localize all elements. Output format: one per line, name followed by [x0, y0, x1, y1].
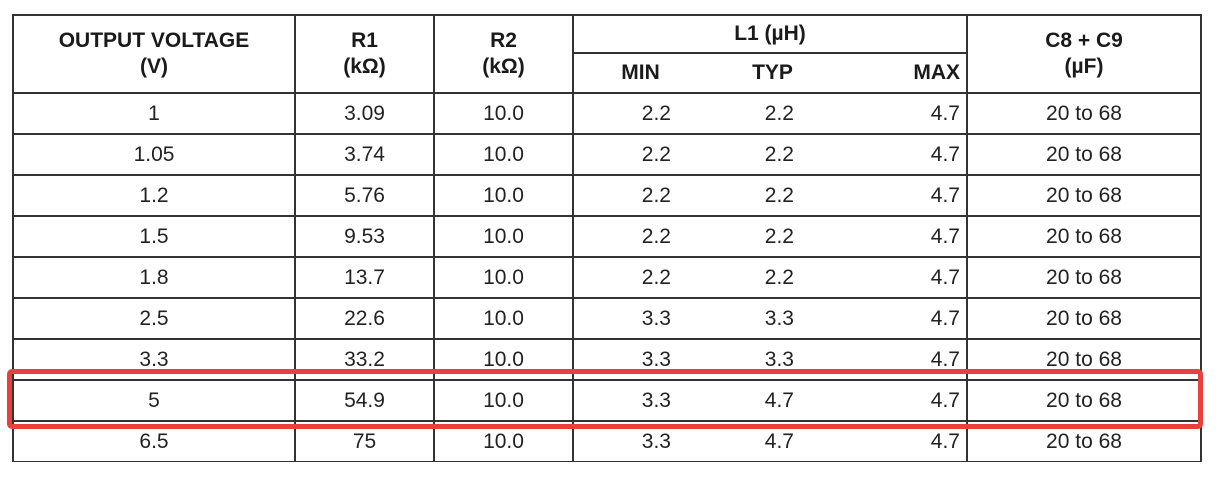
r2-cell: 10.0	[433, 297, 574, 340]
c8-c9-cell: 20 to 68	[966, 133, 1202, 176]
r2-label: R2	[490, 29, 517, 52]
r2-cell: 10.0	[433, 215, 574, 258]
l1-max-cell: 4.7	[838, 297, 968, 340]
r1-cell: 3.09	[294, 92, 435, 135]
l1-max-cell: 4.7	[838, 256, 968, 299]
c8-c9-cell: 20 to 68	[966, 92, 1202, 135]
c8-c9-cell: 20 to 68	[966, 297, 1202, 340]
l1-min-cell: 2.2	[572, 133, 707, 176]
l1-min-cell: 2.2	[572, 174, 707, 217]
l1-max-cell: 4.7	[838, 215, 968, 258]
output-voltage-cell: 1.2	[12, 174, 296, 217]
output-voltage-header: OUTPUT VOLTAGE (V)	[12, 14, 296, 94]
r1-cell: 5.76	[294, 174, 435, 217]
table-row: 2.5 22.6 10.0 3.3 3.3 4.7 20 to 68	[12, 297, 1202, 340]
table-row: 5 54.9 10.0 3.3 4.7 4.7 20 to 68	[12, 379, 1202, 422]
r2-cell: 10.0	[433, 174, 574, 217]
output-voltage-label: OUTPUT VOLTAGE	[58, 29, 250, 52]
output-voltage-cell: 1.8	[12, 256, 296, 299]
table-row: 1.2 5.76 10.0 2.2 2.2 4.7 20 to 68	[12, 174, 1202, 217]
l1-typ-cell: 2.2	[707, 174, 838, 217]
r1-cell: 9.53	[294, 215, 435, 258]
c8-c9-cell: 20 to 68	[966, 174, 1202, 217]
table-header: OUTPUT VOLTAGE (V) R1 (kΩ) R2 (kΩ) L1 (µ…	[12, 14, 1202, 94]
l1-max-cell: 4.7	[838, 92, 968, 135]
output-voltage-unit: (V)	[140, 55, 168, 78]
r2-cell: 10.0	[433, 92, 574, 135]
c8-c9-cell: 20 to 68	[966, 379, 1202, 422]
c8-c9-header: C8 + C9 (µF)	[966, 14, 1202, 94]
r1-label: R1	[351, 29, 378, 52]
r1-unit: (kΩ)	[343, 55, 386, 78]
l1-max-cell: 4.7	[838, 174, 968, 217]
r2-cell: 10.0	[433, 256, 574, 299]
r2-cell: 10.0	[433, 133, 574, 176]
l1-typ-cell: 2.2	[707, 133, 838, 176]
r2-header: R2 (kΩ)	[433, 14, 574, 94]
l1-min-cell: 2.2	[572, 92, 707, 135]
l1-header: L1 (µH)	[572, 14, 968, 54]
output-voltage-cell: 1	[12, 92, 296, 135]
component-selection-table: OUTPUT VOLTAGE (V) R1 (kΩ) R2 (kΩ) L1 (µ…	[12, 14, 1202, 463]
r1-cell: 3.74	[294, 133, 435, 176]
r1-cell: 22.6	[294, 297, 435, 340]
l1-typ-cell: 3.3	[707, 297, 838, 340]
r1-cell: 13.7	[294, 256, 435, 299]
cropped-bottom-edge	[0, 462, 1222, 488]
r1-header: R1 (kΩ)	[294, 14, 435, 94]
c8-c9-cell: 20 to 68	[966, 215, 1202, 258]
l1-max-header: MAX	[838, 52, 968, 94]
table-row: 1.8 13.7 10.0 2.2 2.2 4.7 20 to 68	[12, 256, 1202, 299]
output-voltage-cell: 1.05	[12, 133, 296, 176]
table-row: 1.05 3.74 10.0 2.2 2.2 4.7 20 to 68	[12, 133, 1202, 176]
c8-c9-cell: 20 to 68	[966, 256, 1202, 299]
output-voltage-cell: 5	[12, 379, 296, 422]
cropped-top-edge	[0, 0, 1222, 14]
l1-min-cell: 2.2	[572, 215, 707, 258]
l1-min-cell: 3.3	[572, 379, 707, 422]
highlight-box	[7, 369, 1203, 429]
l1-min-cell: 3.3	[572, 297, 707, 340]
l1-max-cell: 4.7	[838, 133, 968, 176]
r2-cell: 10.0	[433, 379, 574, 422]
table-row: 1.5 9.53 10.0 2.2 2.2 4.7 20 to 68	[12, 215, 1202, 258]
r1-cell: 54.9	[294, 379, 435, 422]
l1-min-cell: 2.2	[572, 256, 707, 299]
c8-c9-label: C8 + C9	[1045, 29, 1123, 52]
l1-typ-cell: 2.2	[707, 256, 838, 299]
header-row-top: OUTPUT VOLTAGE (V) R1 (kΩ) R2 (kΩ) L1 (µ…	[12, 14, 1202, 94]
l1-min-header: MIN	[572, 52, 707, 94]
l1-typ-cell: 2.2	[707, 92, 838, 135]
table-row: 1 3.09 10.0 2.2 2.2 4.7 20 to 68	[12, 92, 1202, 135]
r2-unit: (kΩ)	[482, 55, 525, 78]
l1-max-cell: 4.7	[838, 379, 968, 422]
l1-typ-header: TYP	[707, 52, 838, 94]
output-voltage-cell: 1.5	[12, 215, 296, 258]
output-voltage-cell: 2.5	[12, 297, 296, 340]
header-row-bottom: MIN TYP MAX	[13, 52, 1201, 94]
l1-typ-cell: 4.7	[707, 379, 838, 422]
l1-typ-cell: 2.2	[707, 215, 838, 258]
table-body: 1 3.09 10.0 2.2 2.2 4.7 20 to 68 1.05 3.74 10.0 2.…	[12, 92, 1202, 463]
c8-c9-unit: (µF)	[1064, 55, 1104, 78]
